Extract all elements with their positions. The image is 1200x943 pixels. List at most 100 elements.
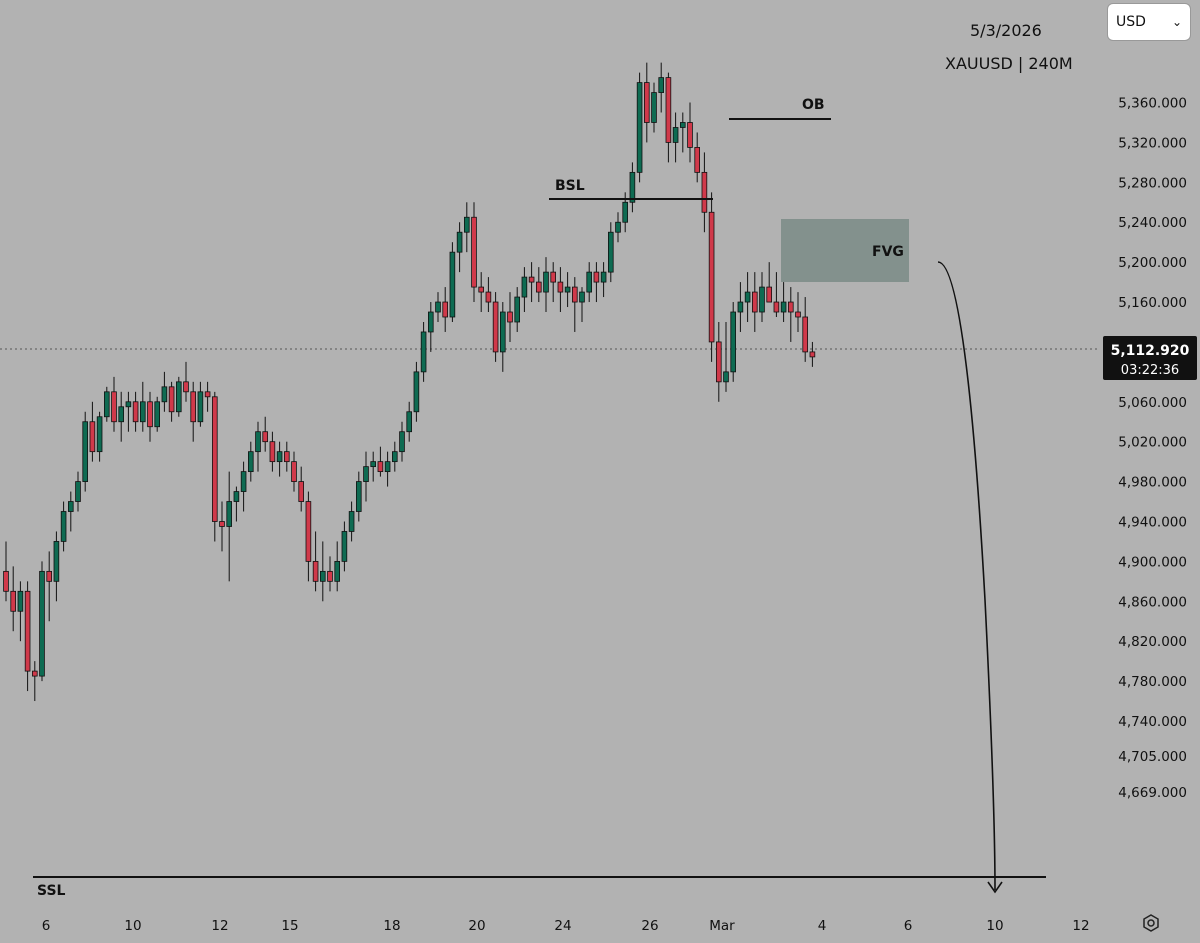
candle-body xyxy=(370,461,376,468)
candle xyxy=(111,376,117,432)
candle-body xyxy=(802,316,808,353)
candle xyxy=(118,391,125,442)
candle xyxy=(788,287,794,342)
candle-body xyxy=(104,391,110,418)
candle-body xyxy=(471,216,477,288)
candle xyxy=(730,302,736,382)
candle xyxy=(708,192,715,362)
candle-body xyxy=(197,391,204,423)
candle-body xyxy=(766,286,772,303)
candle-body xyxy=(305,501,312,562)
candle-body xyxy=(485,291,492,303)
candle xyxy=(319,541,326,602)
candle-body xyxy=(579,291,585,303)
price-badge: 5,112.920 03:22:36 xyxy=(1103,336,1197,380)
candle xyxy=(449,242,456,322)
candle-body xyxy=(600,271,607,283)
price-axis[interactable]: 5,360.000 5,320.000 5,280.000 5,240.000 5,20… xyxy=(1118,96,1187,801)
candle-body xyxy=(10,590,17,612)
candle-body xyxy=(89,421,96,453)
candle xyxy=(744,272,751,322)
y-tick-label: 5,020.000 xyxy=(1118,435,1187,451)
candle-body xyxy=(161,386,168,403)
candle-body xyxy=(730,311,736,373)
y-tick-label: 5,280.000 xyxy=(1118,175,1187,191)
candle-body xyxy=(586,271,592,293)
candle xyxy=(32,661,38,702)
x-tick-label: 12 xyxy=(1072,918,1089,934)
candle xyxy=(168,381,175,422)
candle-body xyxy=(139,401,146,423)
candle xyxy=(269,431,276,472)
x-tick-label: 12 xyxy=(211,918,228,934)
candle xyxy=(435,292,441,322)
candle-body xyxy=(132,401,139,423)
candle xyxy=(536,267,542,303)
candle xyxy=(615,212,621,243)
time-axis[interactable]: 6 10 12 15 18 20 24 26 Mar 4 6 10 12 xyxy=(42,918,1090,934)
candle-body xyxy=(32,670,38,677)
candle xyxy=(384,451,391,487)
candle xyxy=(82,411,89,492)
candle-body xyxy=(413,371,420,413)
currency-dropdown[interactable]: USD ⌄ xyxy=(1107,3,1191,41)
candle-body xyxy=(341,531,348,562)
candle-body xyxy=(615,221,621,233)
candle xyxy=(341,521,348,572)
y-tick-label: 5,060.000 xyxy=(1118,395,1187,411)
candle xyxy=(391,441,398,472)
candle xyxy=(723,321,729,392)
candle xyxy=(10,566,17,632)
candle xyxy=(161,371,168,412)
candle-body xyxy=(111,391,117,423)
candle-body xyxy=(658,77,664,93)
fvg-box xyxy=(781,219,909,282)
candle-body xyxy=(24,590,31,672)
candle xyxy=(204,381,211,412)
candle xyxy=(680,112,686,153)
candle xyxy=(795,292,801,332)
settings-icon[interactable] xyxy=(1141,913,1161,933)
candle xyxy=(399,421,405,462)
candle-body xyxy=(752,291,758,313)
candle-body xyxy=(665,77,672,143)
candle xyxy=(262,416,268,452)
candle xyxy=(773,272,780,318)
candle xyxy=(543,257,549,313)
candle-body xyxy=(528,276,535,283)
candle-body xyxy=(716,341,722,383)
candle xyxy=(528,262,535,303)
candle xyxy=(759,272,765,322)
candle xyxy=(737,282,744,332)
candle-body xyxy=(175,381,182,413)
candle-body xyxy=(499,311,506,353)
candle xyxy=(427,302,434,352)
fvg-zone: FVG xyxy=(781,219,909,282)
candle-body xyxy=(435,301,441,313)
candle xyxy=(406,401,412,442)
candle xyxy=(377,446,384,477)
y-tick-label: 4,780.000 xyxy=(1118,674,1187,690)
candle-body xyxy=(478,286,484,293)
candle-body xyxy=(348,511,355,532)
x-tick-label: 15 xyxy=(281,918,298,934)
candle xyxy=(780,282,787,322)
candle-body xyxy=(687,122,693,148)
candle xyxy=(499,302,506,372)
candle-body xyxy=(219,521,225,527)
candle-body xyxy=(744,291,751,303)
candle xyxy=(125,391,132,432)
candle-body xyxy=(572,286,578,303)
x-tick-label: 10 xyxy=(124,918,141,934)
x-tick-label: 6 xyxy=(904,918,913,934)
candle-body xyxy=(75,481,81,502)
candle-body xyxy=(622,201,628,223)
y-tick-label: 5,200.000 xyxy=(1118,255,1187,271)
candle xyxy=(39,561,45,682)
candle xyxy=(752,272,758,332)
y-tick-label: 4,669.000 xyxy=(1118,785,1187,801)
candle-body xyxy=(377,461,384,473)
projection-curve xyxy=(937,261,996,891)
candle-body xyxy=(276,451,283,463)
